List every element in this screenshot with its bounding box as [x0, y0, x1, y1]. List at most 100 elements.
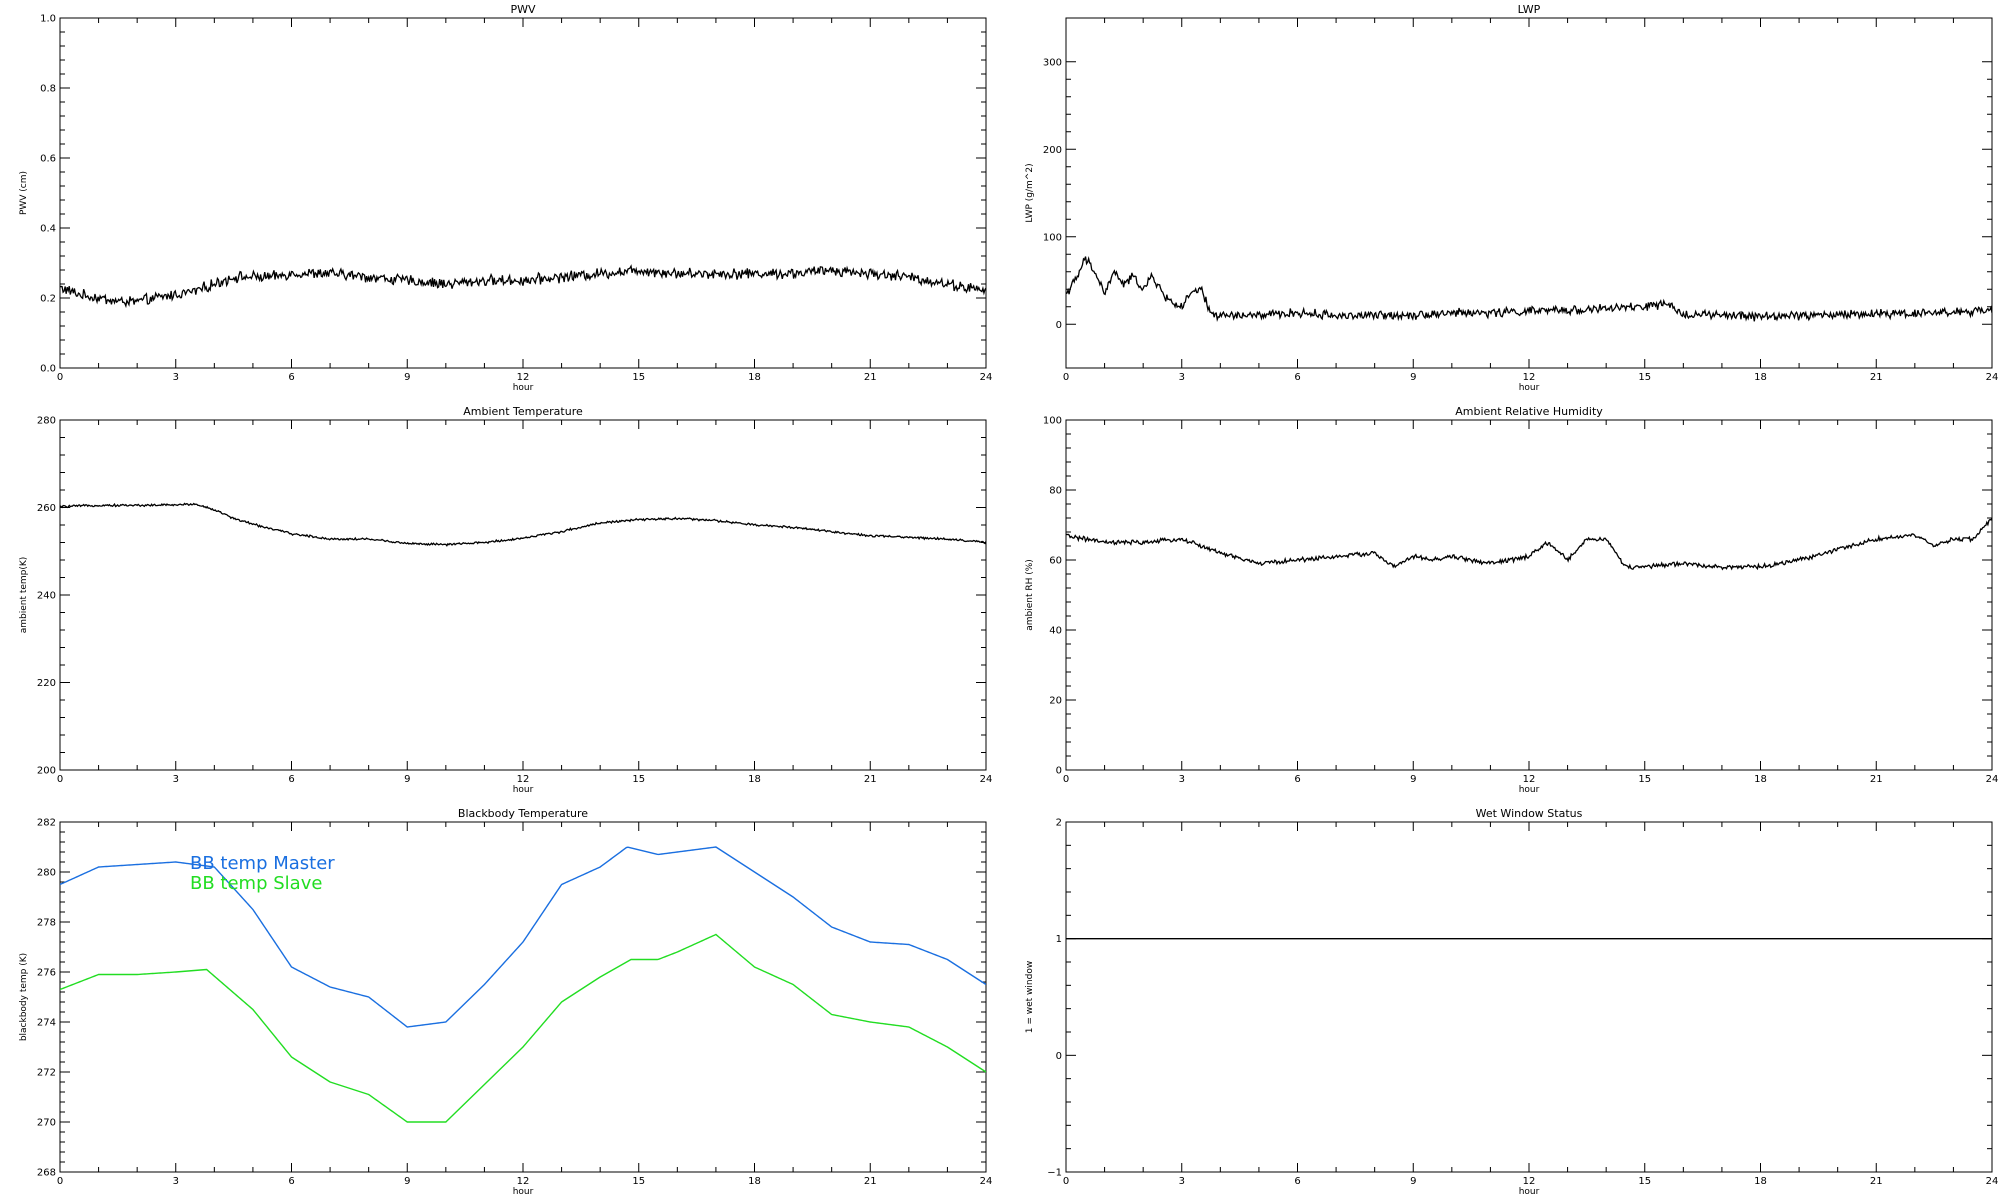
- x-tick-label: 9: [404, 774, 410, 785]
- y-axis-label: ambient temp(K): [19, 557, 29, 634]
- y-tick-label: 0: [1056, 1051, 1062, 1062]
- x-tick-label: 15: [1638, 372, 1651, 383]
- panel-ambient_temp: Ambient Temperature 0 3 6 9 12 15 18 21 24 hour 200…: [19, 405, 992, 795]
- x-tick-label: 3: [173, 372, 179, 383]
- chart-title: Wet Window Status: [1476, 807, 1583, 820]
- y-tick-label: 270: [37, 1118, 56, 1129]
- x-tick-label: 24: [1986, 372, 1999, 383]
- y-tick-label: 0.4: [40, 224, 56, 235]
- x-tick-label: 6: [288, 774, 294, 785]
- x-tick-label: 18: [1754, 1176, 1767, 1187]
- x-tick-label: 12: [1523, 1176, 1536, 1187]
- y-tick-label: 0: [1056, 320, 1062, 331]
- x-tick-label: 18: [748, 372, 761, 383]
- x-tick-label: 3: [1179, 1176, 1185, 1187]
- x-tick-label: 12: [517, 372, 530, 383]
- series-line-bb-temp-master: [60, 846, 986, 1028]
- y-tick-label: 100: [1043, 232, 1062, 243]
- x-tick-label: 24: [1986, 774, 1999, 785]
- y-tick-label: 268: [37, 1168, 56, 1179]
- y-tick-label: 274: [37, 1018, 56, 1029]
- y-tick-label: 220: [37, 678, 56, 689]
- y-tick-label: 0.6: [40, 154, 56, 165]
- y-tick-label: 200: [1043, 145, 1062, 156]
- y-tick-label: 0: [1056, 766, 1062, 777]
- x-tick-label: 12: [1523, 774, 1536, 785]
- series-line-pwv: [60, 264, 986, 309]
- x-tick-label: 9: [1410, 774, 1416, 785]
- panel-ambient_rh: Ambient Relative Humidity 0 3 6 9 12 15 18 21 24 h…: [1025, 405, 1998, 795]
- x-axis-label: hour: [513, 383, 534, 393]
- x-tick-label: 0: [57, 372, 63, 383]
- x-tick-label: 0: [1063, 372, 1069, 383]
- x-tick-label: 15: [1638, 1176, 1651, 1187]
- y-tick-label: 0.8: [40, 84, 56, 95]
- series-line-bb-temp-slave: [60, 933, 986, 1123]
- x-tick-label: 12: [517, 774, 530, 785]
- x-tick-label: 21: [1870, 372, 1883, 383]
- x-axis-label: hour: [513, 785, 534, 795]
- x-tick-label: 6: [1294, 372, 1300, 383]
- plot-frame: [1065, 17, 1993, 369]
- y-tick-label: 100: [1043, 416, 1062, 427]
- y-tick-label: 278: [37, 918, 56, 929]
- y-tick-label: 282: [37, 818, 56, 829]
- x-tick-label: 21: [864, 372, 877, 383]
- chart-title: LWP: [1518, 3, 1541, 16]
- series-line-ambient_temp: [60, 502, 986, 547]
- panel-bb_temp: Blackbody Temperature 0 3 6 9 12 15 18 21 24 hour 2…: [19, 807, 992, 1197]
- y-axis-label: 1 = wet window: [1025, 961, 1035, 1033]
- x-tick-label: 18: [1754, 372, 1767, 383]
- x-tick-label: 6: [1294, 774, 1300, 785]
- y-tick-label: 1.0: [40, 14, 56, 25]
- x-tick-label: 0: [57, 774, 63, 785]
- x-tick-label: 12: [517, 1176, 530, 1187]
- y-axis-label: PWV (cm): [19, 171, 29, 215]
- legend-entry: BB temp Master: [190, 853, 335, 874]
- y-tick-label: 1: [1056, 934, 1062, 945]
- y-tick-label: 280: [37, 416, 56, 427]
- x-tick-label: 9: [1410, 1176, 1416, 1187]
- plot-frame: [1065, 821, 1993, 1173]
- x-tick-label: 15: [1638, 774, 1651, 785]
- y-tick-label: 272: [37, 1068, 56, 1079]
- y-tick-label: 0.0: [40, 364, 56, 375]
- y-axis-label: ambient RH (%): [1025, 559, 1035, 631]
- x-tick-label: 21: [1870, 1176, 1883, 1187]
- x-tick-label: 9: [1410, 372, 1416, 383]
- plot-frame: [1065, 419, 1993, 771]
- x-tick-label: 15: [632, 1176, 645, 1187]
- x-tick-label: 3: [1179, 372, 1185, 383]
- x-tick-label: 3: [1179, 774, 1185, 785]
- chart-title: PWV: [510, 3, 536, 16]
- chart-title: Ambient Relative Humidity: [1455, 405, 1603, 418]
- x-tick-label: 6: [288, 1176, 294, 1187]
- chart-title: Blackbody Temperature: [458, 807, 588, 820]
- x-tick-label: 3: [173, 774, 179, 785]
- y-tick-label: −1: [1047, 1168, 1062, 1179]
- x-tick-label: 21: [864, 774, 877, 785]
- x-tick-label: 21: [864, 1176, 877, 1187]
- panel-pwv: PWV 0 3 6 9 12 15 18 21 24 hour 0.0 0.2 0.4 0.6 0.8 1.0 P…: [19, 3, 992, 393]
- y-tick-label: 280: [37, 868, 56, 879]
- y-tick-label: 300: [1043, 57, 1062, 68]
- y-tick-label: 240: [37, 591, 56, 602]
- chart-title: Ambient Temperature: [463, 405, 583, 418]
- series-line-ambient_rh: [1066, 517, 1992, 571]
- y-tick-label: 20: [1049, 696, 1062, 707]
- x-tick-label: 24: [980, 1176, 993, 1187]
- y-tick-label: 0.2: [40, 294, 56, 305]
- y-tick-label: 80: [1049, 486, 1062, 497]
- x-tick-label: 3: [173, 1176, 179, 1187]
- panel-lwp: LWP 0 3 6 9 12 15 18 21 24 hour 0 100 200 300 LWP (g/m^…: [1025, 3, 1998, 393]
- y-tick-label: 260: [37, 503, 56, 514]
- x-tick-label: 9: [404, 1176, 410, 1187]
- legend-entry: BB temp Slave: [190, 873, 322, 894]
- x-tick-label: 0: [1063, 774, 1069, 785]
- x-axis-label: hour: [1519, 1187, 1540, 1197]
- x-axis-label: hour: [1519, 383, 1540, 393]
- plot-frame: [59, 419, 987, 771]
- y-tick-label: 2: [1056, 818, 1062, 829]
- x-tick-label: 18: [1754, 774, 1767, 785]
- x-tick-label: 0: [57, 1176, 63, 1187]
